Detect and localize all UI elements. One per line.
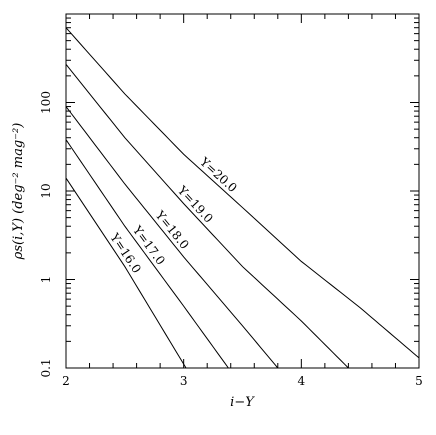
series-line bbox=[65, 139, 229, 369]
x-tick-label: 5 bbox=[415, 374, 423, 388]
series-label: Y=20.0 bbox=[196, 154, 239, 195]
plot-frame bbox=[65, 13, 420, 369]
y-tick-label: 100 bbox=[39, 91, 53, 114]
ticks bbox=[65, 14, 420, 369]
y-axis-label: ρs(i,Y) (deg⁻² mag⁻²) bbox=[11, 123, 26, 261]
x-axis-label: i−Y bbox=[230, 395, 255, 410]
y-tick-label: 10 bbox=[39, 183, 53, 198]
y-tick-label: 0.1 bbox=[39, 358, 53, 377]
tick-labels: 2 3 4 5 0.1 1 10 100 bbox=[39, 91, 423, 388]
series-line bbox=[65, 64, 349, 369]
x-tick-label: 2 bbox=[62, 374, 70, 388]
series-line bbox=[65, 106, 279, 369]
series-line bbox=[65, 27, 420, 359]
curve-labels: Y=20.0Y=19.0Y=18.0Y=17.0Y=16.0 bbox=[107, 154, 240, 276]
x-tick-label: 3 bbox=[180, 374, 188, 388]
x-tick-label: 4 bbox=[298, 374, 306, 388]
curves bbox=[65, 27, 420, 369]
series-line bbox=[65, 177, 187, 369]
y-tick-label: 1 bbox=[39, 276, 53, 284]
series-label: Y=19.0 bbox=[174, 183, 215, 226]
